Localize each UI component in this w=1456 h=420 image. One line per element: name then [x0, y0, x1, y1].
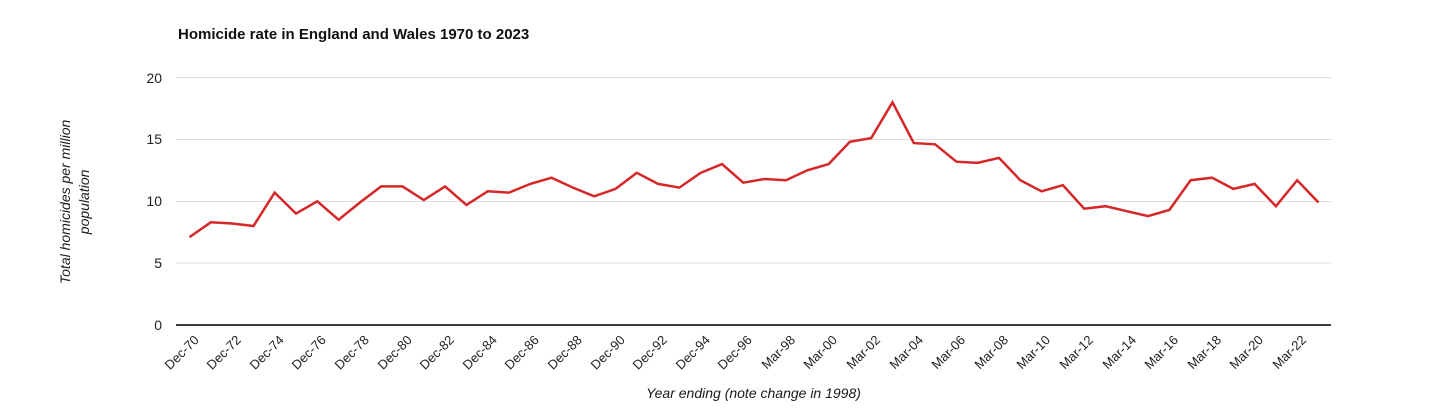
y-tick-label: 5	[154, 255, 162, 272]
y-tick-label: 20	[146, 69, 162, 86]
chart-title: Homicide rate in England and Wales 1970 …	[178, 26, 530, 43]
x-axis-title: Year ending (note change in 1998)	[646, 385, 861, 401]
y-tick-label: 10	[146, 193, 162, 210]
y-tick-label: 0	[154, 317, 162, 333]
homicide-rate-line	[188, 99, 1320, 239]
y-tick-label: 15	[146, 131, 162, 148]
